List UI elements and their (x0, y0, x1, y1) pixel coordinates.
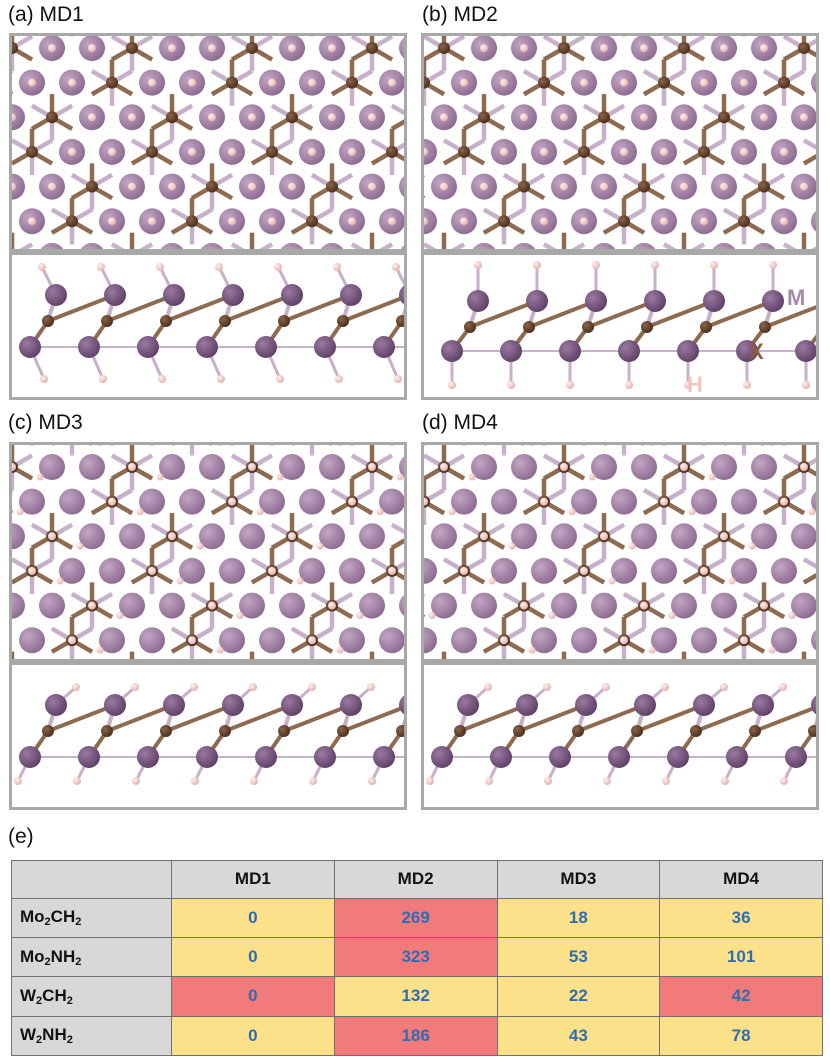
side-structure (441, 261, 816, 389)
atom-lattice (424, 445, 816, 654)
row-header-w2ch2: W2CH2 (11, 976, 172, 1017)
row-header-mo2nh2: Mo2NH2 (11, 936, 172, 978)
col-header-md4: MD4 (659, 860, 823, 899)
cell-mo2ch2-md3: 18 (496, 897, 661, 939)
cell-mo2ch2-md1: 0 (171, 897, 335, 939)
atom-label-x: X (749, 339, 764, 364)
table-row: Mo2NH2 0 323 53 101 (11, 936, 823, 978)
atom-lattice (12, 36, 404, 249)
md2-top-view (421, 33, 819, 252)
side-structure (19, 263, 404, 383)
row-header-mo2ch2: Mo2CH2 (11, 897, 172, 939)
table-row: Mo2CH2 0 269 18 36 (11, 897, 823, 939)
side-structure (14, 683, 404, 785)
atom-lattice (12, 445, 404, 654)
cell-mo2nh2-md2: 323 (333, 936, 498, 978)
md1-side-view (9, 252, 407, 400)
col-header-md2: MD2 (333, 860, 498, 899)
col-header-md1: MD1 (171, 860, 335, 899)
md4-side-view (421, 662, 819, 810)
cell-w2ch2-md1: 0 (171, 976, 335, 1017)
md4-top-view (421, 442, 819, 662)
table-corner (11, 860, 172, 899)
cell-mo2ch2-md4: 36 (659, 897, 823, 939)
table-row: W2CH2 0 132 22 42 (11, 976, 823, 1017)
cell-w2nh2-md3: 43 (496, 1015, 661, 1057)
panel-label-md3: (c) MD3 (8, 411, 83, 434)
cell-w2ch2-md2: 132 (333, 976, 498, 1017)
panel-label-md2: (b) MD2 (422, 3, 498, 26)
cell-w2nh2-md2: 186 (333, 1015, 498, 1057)
table-header-row: MD1 MD2 MD3 MD4 (11, 860, 823, 899)
energy-table: MD1 MD2 MD3 MD4 Mo2CH2 0 269 18 36 Mo2NH… (11, 860, 823, 1057)
col-header-md3: MD3 (496, 860, 661, 899)
side-structure (426, 683, 816, 785)
cell-w2ch2-md3: 22 (496, 976, 661, 1017)
cell-w2nh2-md4: 78 (659, 1015, 823, 1057)
md3-side-view (9, 662, 407, 810)
cell-mo2nh2-md1: 0 (171, 936, 335, 978)
row-header-w2nh2: W2NH2 (11, 1015, 172, 1057)
atom-lattice (424, 36, 816, 249)
cell-mo2nh2-md4: 101 (659, 936, 823, 978)
md1-top-view (9, 33, 407, 252)
cell-mo2ch2-md2: 269 (333, 897, 498, 939)
panel-label-md1: (a) MD1 (8, 3, 84, 26)
md2-side-view: M X H (421, 252, 819, 400)
cell-w2nh2-md1: 0 (171, 1015, 335, 1057)
atom-label-h: H (687, 372, 703, 397)
atom-label-m: M (787, 285, 806, 310)
panel-label-md4: (d) MD4 (422, 411, 498, 434)
md3-top-view (9, 442, 407, 662)
table-row: W2NH2 0 186 43 78 (11, 1015, 823, 1057)
cell-mo2nh2-md3: 53 (496, 936, 661, 978)
table-label: (e) (8, 825, 34, 848)
cell-w2ch2-md4: 42 (659, 976, 823, 1017)
